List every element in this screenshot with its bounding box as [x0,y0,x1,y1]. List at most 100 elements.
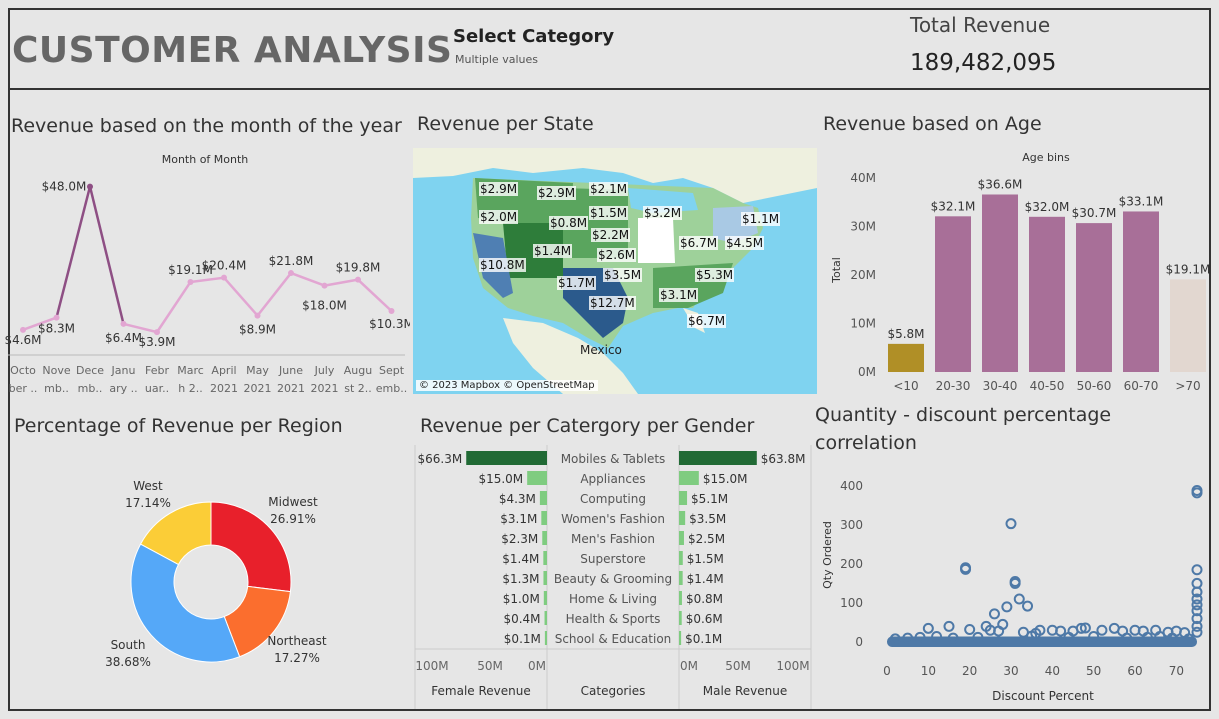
region-donut-chart[interactable]: Midwest 26.91% Northeast 17.27% South 38.68% W… [10,450,410,708]
state-revenue-label[interactable]: $3.2M [643,206,683,220]
scatter-point[interactable] [1013,593,1025,605]
line-point[interactable] [53,314,60,321]
scatter-point[interactable] [1191,613,1203,625]
line-point[interactable] [154,329,160,336]
male-bar[interactable] [679,451,757,465]
state-revenue-label[interactable]: $0.8M [549,216,589,230]
scatter-point[interactable] [960,563,972,575]
age-bar[interactable] [888,343,924,372]
line-point[interactable] [355,276,361,283]
age-bar[interactable] [1170,279,1206,372]
scatter-point[interactable] [972,631,984,643]
male-bar[interactable] [679,531,684,545]
line-point[interactable] [87,183,93,190]
line-point[interactable] [221,274,227,281]
state-revenue-label[interactable]: $1.1M [741,212,781,226]
scatter-point[interactable] [988,608,1000,620]
state-revenue-label[interactable]: $1.4M [533,244,573,258]
state-revenue-label[interactable]: $4.5M [725,236,765,250]
female-bar[interactable] [542,531,547,545]
scatter-point[interactable] [1063,631,1075,643]
state-revenue-label[interactable]: $2.0M [479,210,519,224]
female-bar[interactable] [544,631,547,645]
scatter-point[interactable] [922,622,934,634]
scatter-point[interactable] [931,631,943,643]
state-revenue-label[interactable]: $6.7M [687,314,727,328]
line-point[interactable] [388,308,395,315]
male-bar[interactable] [679,591,682,605]
scatter-point[interactable] [947,632,959,644]
scatter-point[interactable] [1191,620,1203,632]
age-bar[interactable] [1123,211,1159,372]
scatter-point[interactable] [1088,631,1100,643]
scatter-point[interactable] [889,633,901,645]
state-revenue-label[interactable]: $10.8M [479,258,526,272]
scatter-point[interactable] [914,631,926,643]
age-bar-chart[interactable]: Age bins Total 0M 10M 20M 30M 40M $5.8M <10 $32… [820,145,1215,400]
line-point[interactable] [288,270,294,277]
scatter-point[interactable] [1009,577,1021,589]
state-revenue-label[interactable]: $2.9M [479,182,519,196]
scatter-point[interactable] [1191,487,1203,499]
male-bar[interactable] [679,571,683,585]
line-point[interactable] [20,326,26,333]
age-bar[interactable] [935,216,971,372]
scatter-point[interactable] [1055,625,1067,637]
donut-slice-south[interactable] [130,543,241,663]
scatter-point[interactable] [902,632,914,644]
age-bar[interactable] [1029,216,1065,372]
state-revenue-label[interactable]: $3.1M [659,288,699,302]
scatter-point[interactable] [1183,633,1195,645]
state-revenue-label[interactable]: $1.5M [589,206,629,220]
age-bar[interactable] [982,194,1018,372]
scatter-point[interactable] [1075,622,1087,634]
scatter-point[interactable] [1191,626,1203,638]
scatter-point[interactable] [1096,624,1108,636]
state-revenue-label[interactable]: $2.2M [591,228,631,242]
female-bar[interactable] [527,471,547,485]
state-revenue-label[interactable]: $5.3M [695,268,735,282]
line-point[interactable] [187,278,194,285]
scatter-point[interactable] [993,625,1005,637]
scatter-point[interactable] [1026,630,1038,642]
scatter-point[interactable] [1141,631,1153,643]
male-bar[interactable] [679,611,682,625]
scatter-point[interactable] [1034,624,1046,636]
line-point[interactable] [120,320,127,327]
female-bar[interactable] [541,511,547,525]
female-bar[interactable] [543,551,547,565]
scatter-point[interactable] [1191,564,1203,576]
scatter-point[interactable] [1191,599,1203,611]
male-bar[interactable] [679,551,683,565]
scatter-point[interactable] [943,620,955,632]
donut-slice-west[interactable] [139,501,212,566]
category-filter-value[interactable]: Multiple values [455,53,538,66]
scatter-point[interactable] [1166,632,1178,644]
male-bar[interactable] [679,491,688,505]
state-revenue-label[interactable]: $12.7M [589,296,636,310]
scatter-point[interactable] [1191,593,1203,605]
map-attribution[interactable]: © 2023 Mapbox © OpenStreetMap [416,380,598,391]
scatter-point[interactable] [1191,605,1203,617]
age-bar[interactable] [1076,223,1112,372]
donut-slice-midwest[interactable] [210,501,292,593]
line-point[interactable] [321,282,328,289]
female-bar[interactable] [466,451,547,465]
qty-discount-scatter[interactable]: 0 100 200 300 400 0 10 20 30 40 50 60 70 Qty Ordered D… [813,460,1213,710]
scatter-point[interactable] [1154,631,1166,643]
scatter-point[interactable] [1005,518,1017,530]
state-revenue-label[interactable]: $2.6M [597,248,637,262]
male-bar[interactable] [679,471,699,485]
month-line-chart[interactable]: Month of Month $4.6M$8.3M $48.0M $6.4M$3.9… [0,145,410,400]
scatter-point[interactable] [1079,622,1091,634]
scatter-point[interactable] [964,624,976,636]
scatter-point[interactable] [1121,632,1133,644]
male-bar[interactable] [679,511,686,525]
state-revenue-label[interactable]: $3.5M [603,268,643,282]
scatter-point[interactable] [1001,601,1013,613]
scatter-point[interactable] [1191,586,1203,598]
state-revenue-label[interactable]: $1.7M [557,276,597,290]
male-bar[interactable] [679,631,682,645]
scatter-point[interactable] [1022,600,1034,612]
female-bar[interactable] [543,591,547,605]
